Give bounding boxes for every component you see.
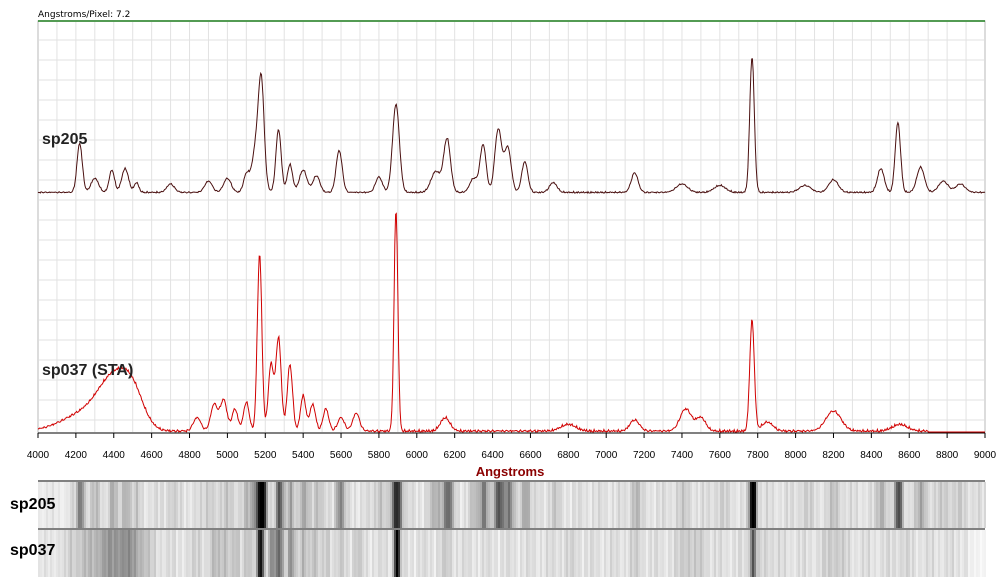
- x-tick-label: 5000: [216, 450, 239, 461]
- series-label-sp205: sp205: [42, 131, 87, 148]
- strip-label-sp205: sp205: [10, 496, 56, 513]
- x-tick-label: 8800: [936, 450, 959, 461]
- x-tick-label: 9000: [974, 450, 997, 461]
- x-tick-label: 7200: [633, 450, 656, 461]
- x-tick-label: 7800: [747, 450, 770, 461]
- angstroms-per-pixel-label: Angstroms/Pixel: 7.2: [38, 10, 131, 20]
- x-tick-label: 5400: [292, 450, 315, 461]
- x-tick-label: 5800: [368, 450, 391, 461]
- x-tick-label: 7000: [595, 450, 618, 461]
- x-axis-title: Angstroms: [476, 464, 545, 479]
- strip-0: [38, 482, 986, 528]
- x-tick-label: 8200: [822, 450, 845, 461]
- strip-label-sp037: sp037: [10, 542, 56, 559]
- x-tick-label: 4000: [27, 450, 50, 461]
- series-group: [37, 58, 986, 433]
- spectral-strips: [38, 480, 986, 577]
- x-tick-label: 7600: [709, 450, 732, 461]
- x-tick-label: 8600: [898, 450, 921, 461]
- series-line-1: [37, 212, 985, 433]
- x-axis-ticks: 4000 4200 4400 4600 4800 5000 5200 5400 5600 5800…: [27, 433, 997, 461]
- series-line-0: [37, 58, 986, 194]
- series-label-sp037: sp037 (STA): [42, 362, 133, 379]
- x-tick-label: 4400: [103, 450, 126, 461]
- x-tick-label: 7400: [671, 450, 694, 461]
- x-tick-label: 6200: [444, 450, 467, 461]
- x-tick-label: 6400: [481, 450, 504, 461]
- x-tick-label: 6800: [557, 450, 580, 461]
- x-tick-label: 5200: [254, 450, 277, 461]
- x-tick-label: 8000: [784, 450, 807, 461]
- grid-lines: [39, 22, 984, 432]
- x-tick-label: 4200: [65, 450, 88, 461]
- strip-1: [38, 530, 986, 577]
- x-tick-label: 5600: [330, 450, 353, 461]
- x-tick-label: 6000: [406, 450, 429, 461]
- x-tick-label: 6600: [519, 450, 542, 461]
- x-tick-label: 4600: [141, 450, 164, 461]
- x-tick-label: 4800: [178, 450, 201, 461]
- x-tick-label: 8400: [860, 450, 883, 461]
